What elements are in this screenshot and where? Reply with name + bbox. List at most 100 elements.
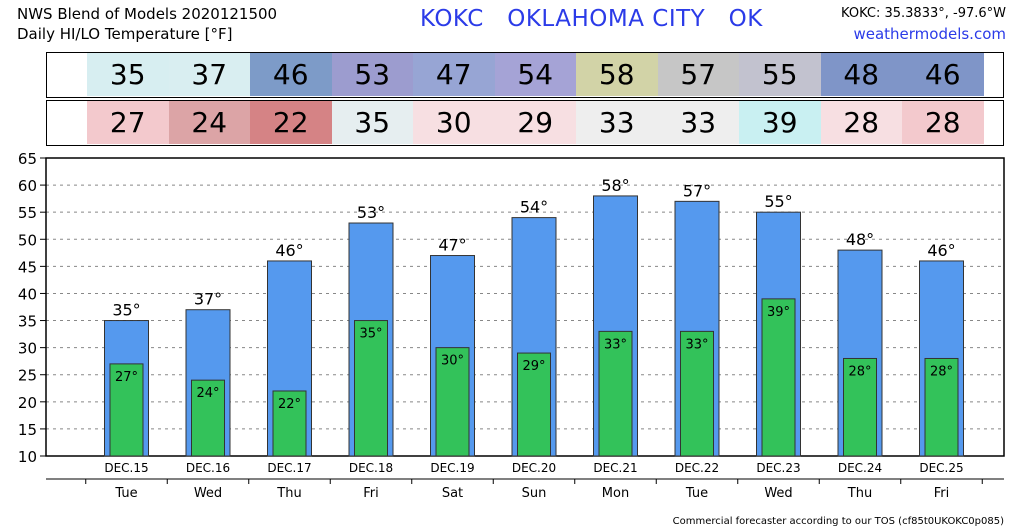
lo-bar <box>272 390 307 457</box>
y-tick-label: 40 <box>18 285 37 303</box>
weekday-label: Thu <box>276 486 301 501</box>
y-tick-label: 10 <box>18 448 37 466</box>
y-tick-label: 45 <box>18 258 37 276</box>
hi-data-label: 46° <box>275 241 303 260</box>
lo-temperature-strip: 27 24 22 35 30 29 33 33 39 28 28 <box>46 100 1004 146</box>
site-link[interactable]: weathermodels.com <box>853 25 1006 43</box>
hi-strip-cell: 55 <box>739 53 821 96</box>
lo-strip-cell: 33 <box>657 101 739 144</box>
hi-strip-cell: 48 <box>820 53 902 96</box>
x-tick-label: DEC.19 <box>430 461 474 475</box>
lo-strip-cell: 33 <box>576 101 658 144</box>
weekday-label: Wed <box>194 486 222 501</box>
hi-strip-cell: 35 <box>87 53 169 96</box>
lo-bar <box>761 298 796 457</box>
chart-subtitle: Daily HI/LO Temperature [°F] <box>17 25 233 43</box>
hi-data-label: 58° <box>601 176 629 195</box>
lo-data-label: 22° <box>278 397 301 412</box>
lo-data-label: 35° <box>359 327 382 342</box>
y-tick-label: 65 <box>18 150 37 168</box>
lo-strip-cell: 30 <box>413 101 495 144</box>
y-tick-label: 20 <box>18 394 37 412</box>
lo-strip-cell: 28 <box>820 101 902 144</box>
hi-data-label: 55° <box>764 192 792 211</box>
station-title: KOKC OKLAHOMA CITY OK <box>420 6 763 32</box>
lo-bar <box>517 352 551 457</box>
hi-data-label: 47° <box>438 236 466 255</box>
lo-data-label: 30° <box>441 354 464 369</box>
lo-strip-cell: 35 <box>331 101 413 144</box>
y-tick-label: 50 <box>18 231 37 249</box>
weekday-label: Thu <box>847 486 872 501</box>
weekday-label: Fri <box>363 486 379 501</box>
model-run-label: NWS Blend of Models 2020121500 <box>17 5 278 23</box>
lo-strip-cell: 24 <box>168 101 250 144</box>
hi-strip-cell: 53 <box>331 53 413 96</box>
x-tick-label: DEC.18 <box>349 461 393 475</box>
hi-temperature-strip: 35 37 46 53 47 54 58 57 55 48 46 <box>46 52 1004 98</box>
weekday-label: Mon <box>602 486 629 501</box>
lo-data-label: 33° <box>604 337 627 352</box>
temperature-bar-chart: 10 15 20 25 30 35 40 45 50 55 60 65 35° 27° DEC.15 Tue 3… <box>18 150 1005 501</box>
hi-data-label: 54° <box>520 198 548 217</box>
lo-bar <box>354 320 388 457</box>
lo-strip-cell: 27 <box>87 101 169 144</box>
x-tick-label: DEC.21 <box>593 461 637 475</box>
weekday-label: Sat <box>442 486 463 501</box>
y-tick-label: 60 <box>18 177 37 195</box>
x-tick-label: DEC.15 <box>104 461 148 475</box>
hi-strip-cell: 54 <box>494 53 576 96</box>
x-tick-label: DEC.24 <box>838 461 882 475</box>
hi-data-label: 35° <box>112 301 140 320</box>
y-tick-label: 35 <box>18 313 37 331</box>
x-tick-label: DEC.22 <box>675 461 719 475</box>
lo-strip-cell: 29 <box>494 101 576 144</box>
weekday-label: Wed <box>764 486 792 501</box>
lo-strip-cell: 22 <box>250 101 332 144</box>
station-coordinates: KOKC: 35.3833°, -97.6°W <box>841 6 1006 21</box>
weekday-label: Fri <box>934 486 950 501</box>
footer-note: Commercial forecaster according to our T… <box>672 516 1004 527</box>
lo-strip-cell: 28 <box>902 101 984 144</box>
lo-bar <box>843 357 877 457</box>
lo-strip-cell: 39 <box>739 101 821 144</box>
x-tick-label: DEC.17 <box>267 461 311 475</box>
lo-data-label: 28° <box>848 364 871 379</box>
lo-bar <box>924 357 959 457</box>
lo-data-label: 24° <box>196 386 219 401</box>
hi-strip-cell: 57 <box>657 53 739 96</box>
hi-strip-cell: 46 <box>250 53 332 96</box>
lo-data-label: 29° <box>522 359 545 374</box>
chart-header-left: NWS Blend of Models 2020121500 Daily HI/… <box>17 4 277 44</box>
hi-strip-cell: 46 <box>902 53 984 96</box>
y-tick-label: 15 <box>18 421 37 439</box>
y-tick-label: 30 <box>18 340 37 358</box>
chart-header-right: KOKC: 35.3833°, -97.6°W weathermodels.co… <box>841 4 1006 44</box>
y-tick-label: 55 <box>18 204 37 222</box>
weekday-label: Sun <box>522 486 547 501</box>
hi-data-label: 37° <box>194 290 222 309</box>
hi-strip-cell: 47 <box>413 53 495 96</box>
y-tick-label: 25 <box>18 367 37 385</box>
lo-bar <box>191 379 225 457</box>
hi-data-label: 53° <box>357 203 385 222</box>
lo-bar <box>109 363 144 457</box>
lo-data-label: 28° <box>930 364 953 379</box>
lo-data-label: 33° <box>685 337 708 352</box>
lo-bar <box>680 330 714 457</box>
hi-data-label: 48° <box>846 230 874 249</box>
lo-data-label: 27° <box>115 370 138 385</box>
weekday-label: Tue <box>114 486 137 501</box>
hi-strip-cell: 58 <box>576 53 658 96</box>
weekday-label: Tue <box>685 486 708 501</box>
lo-bar <box>435 347 470 457</box>
lo-data-label: 39° <box>767 305 790 320</box>
hi-strip-cell: 37 <box>168 53 250 96</box>
x-tick-label: DEC.25 <box>919 461 963 475</box>
hi-data-label: 57° <box>683 181 711 200</box>
hi-data-label: 46° <box>927 241 955 260</box>
x-tick-label: DEC.23 <box>756 461 800 475</box>
lo-bar <box>598 330 633 457</box>
x-tick-label: DEC.20 <box>512 461 556 475</box>
x-tick-label: DEC.16 <box>186 461 230 475</box>
